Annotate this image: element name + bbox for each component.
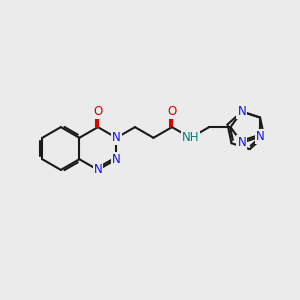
Text: N: N [112,153,121,166]
Text: N: N [112,131,121,144]
Text: N: N [237,136,246,149]
Text: O: O [167,105,177,118]
Text: NH: NH [182,131,199,144]
Text: N: N [237,105,246,118]
Text: O: O [93,105,103,118]
Text: N: N [256,130,264,143]
Text: N: N [94,164,102,176]
